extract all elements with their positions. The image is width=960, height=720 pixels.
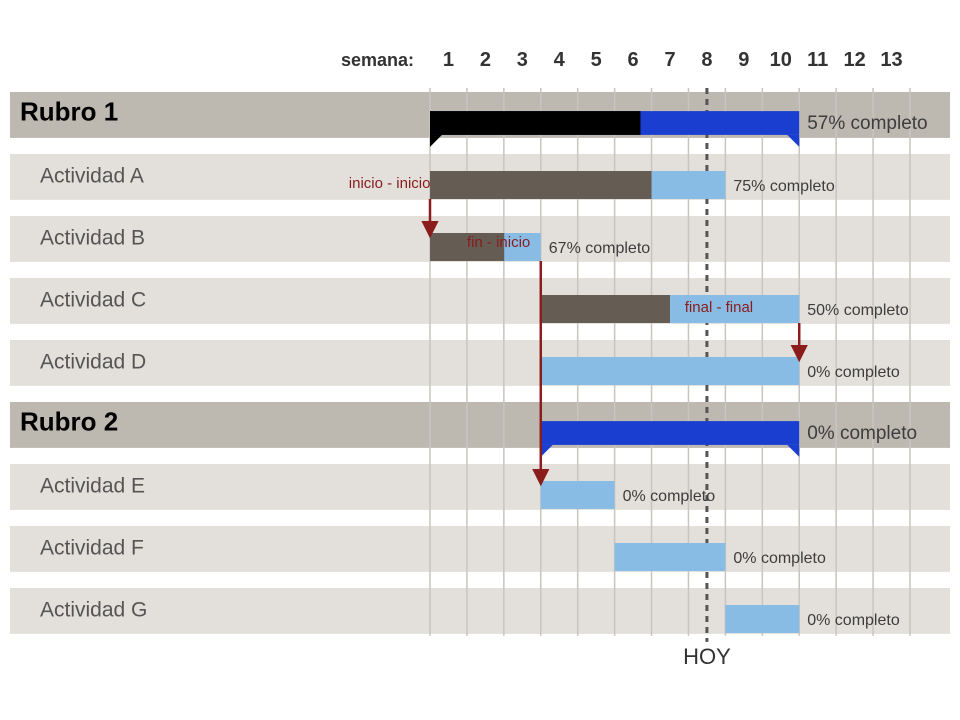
completion-text-actD: 0% completo (807, 364, 900, 381)
completion-text-actA: 75% completo (733, 178, 834, 195)
completion-text-actF: 0% completo (733, 550, 826, 567)
activity-bar-actG (725, 605, 799, 633)
row-label-actG: Actividad G (40, 599, 147, 622)
gantt-chart: semana:12345678910111213HOYRubro 157% co… (0, 0, 960, 720)
completion-text-actC: 50% completo (807, 302, 908, 319)
week-number: 7 (664, 49, 675, 71)
activity-bar-actD (541, 357, 799, 385)
week-number: 10 (770, 49, 792, 71)
dependency-label: fin - inicio (467, 234, 530, 251)
activity-bar-actF (615, 543, 726, 571)
week-number: 12 (843, 49, 865, 71)
week-number: 6 (628, 49, 639, 71)
dependency-label: final - final (685, 299, 753, 316)
row-label-actC: Actividad C (40, 289, 146, 312)
completion-text-rubro1: 57% completo (807, 113, 927, 134)
row-label-actF: Actividad F (40, 537, 144, 560)
summary-bar-rubro2 (541, 421, 799, 445)
row-label-actE: Actividad E (40, 475, 145, 498)
row-label-rubro1: Rubro 1 (20, 97, 118, 127)
summary-bar-complete-rubro1 (430, 111, 640, 135)
week-number: 5 (591, 49, 602, 71)
activity-bar-actE (541, 481, 615, 509)
activity-bar-complete-actA (430, 171, 652, 199)
week-number: 3 (517, 49, 528, 71)
week-number: 1 (443, 49, 454, 71)
row-label-actA: Actividad A (40, 165, 144, 188)
week-number: 8 (701, 49, 712, 71)
summary-cap (787, 445, 799, 457)
dependency-label: inicio - inicio (349, 175, 431, 192)
completion-text-actB: 67% completo (549, 240, 650, 257)
completion-text-actE: 0% completo (623, 488, 716, 505)
week-number: 9 (738, 49, 749, 71)
today-label: HOY (683, 644, 731, 669)
row-label-rubro2: Rubro 2 (20, 407, 118, 437)
week-number: 13 (880, 49, 902, 71)
row-band-actE (10, 464, 950, 510)
row-label-actB: Actividad B (40, 227, 145, 250)
completion-text-rubro2: 0% completo (807, 423, 917, 444)
completion-text-actG: 0% completo (807, 612, 900, 629)
row-label-actD: Actividad D (40, 351, 146, 374)
activity-bar-complete-actC (541, 295, 670, 323)
week-number: 11 (807, 49, 828, 71)
week-number: 4 (554, 49, 566, 71)
summary-cap (541, 445, 553, 457)
axis-label: semana: (341, 50, 414, 70)
week-number: 2 (480, 49, 491, 71)
